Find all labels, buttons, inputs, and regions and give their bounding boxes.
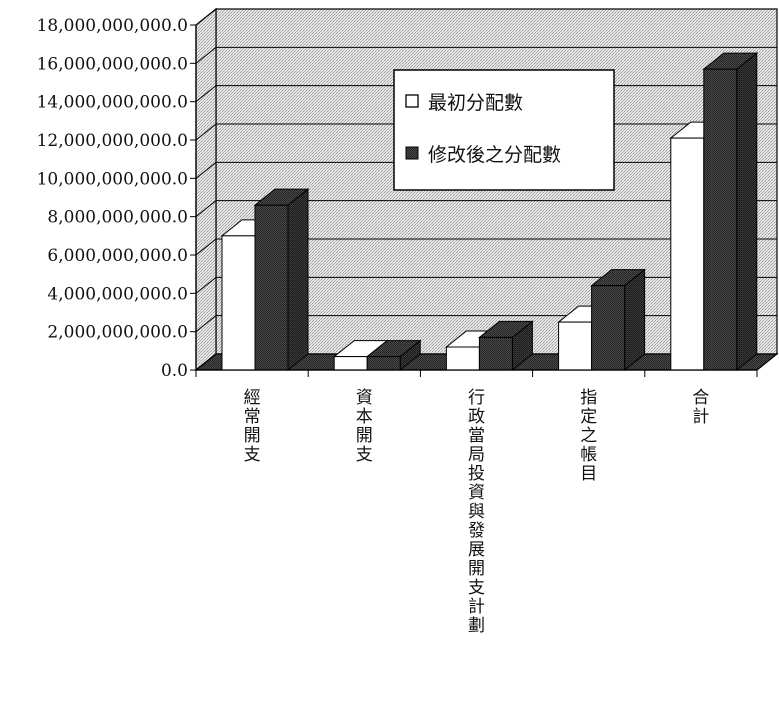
legend-swatch-series-1 [405, 94, 419, 108]
y-tick-label: 14,000,000,000.0 [37, 93, 188, 113]
legend-label-series-1: 最初分配數 [428, 92, 523, 114]
y-axis: 0.0 2,000,000,000.0 4,000,000,000.0 6,000,0… [37, 16, 197, 381]
y-tick-label: 2,000,000,000.0 [47, 323, 188, 343]
gridline [195, 238, 777, 256]
x-category-label: 合計 [692, 388, 709, 427]
y-tick-label: 0.0 [161, 361, 188, 381]
x-category-label: 經常開支 [244, 388, 261, 465]
bar [253, 188, 310, 372]
x-category-label: 行政當局投資與發展開支計劃 [468, 388, 485, 636]
bar [477, 320, 534, 372]
y-tick-label: 6,000,000,000.0 [47, 246, 188, 266]
x-category-label: 指定之帳目 [580, 388, 597, 484]
y-tick-label: 10,000,000,000.0 [37, 169, 188, 189]
legend-box [393, 69, 615, 191]
bar [365, 339, 422, 372]
y-tick-label: 18,000,000,000.0 [37, 16, 188, 36]
gridline [195, 8, 777, 26]
y-tick-label: 4,000,000,000.0 [47, 284, 188, 304]
legend-label-series-2: 修改後之分配數 [428, 144, 561, 166]
bars [220, 52, 759, 372]
bar [590, 268, 647, 372]
legend: 最初分配數 修改後之分配數 [393, 69, 615, 191]
gridline [195, 276, 777, 294]
y-tick-label: 16,000,000,000.0 [37, 54, 188, 74]
y-tick-label: 8,000,000,000.0 [47, 208, 188, 228]
y-tick-label: 12,000,000,000.0 [37, 131, 188, 151]
x-category-label: 資本開支 [356, 388, 373, 465]
gridline [195, 200, 777, 218]
gridline [195, 46, 777, 64]
bar [702, 52, 759, 372]
x-axis: 經常開支 資本開支 行政當局投資與發展開支計劃 指定之帳目 合計 [195, 369, 758, 636]
legend-swatch-series-2 [405, 146, 419, 160]
